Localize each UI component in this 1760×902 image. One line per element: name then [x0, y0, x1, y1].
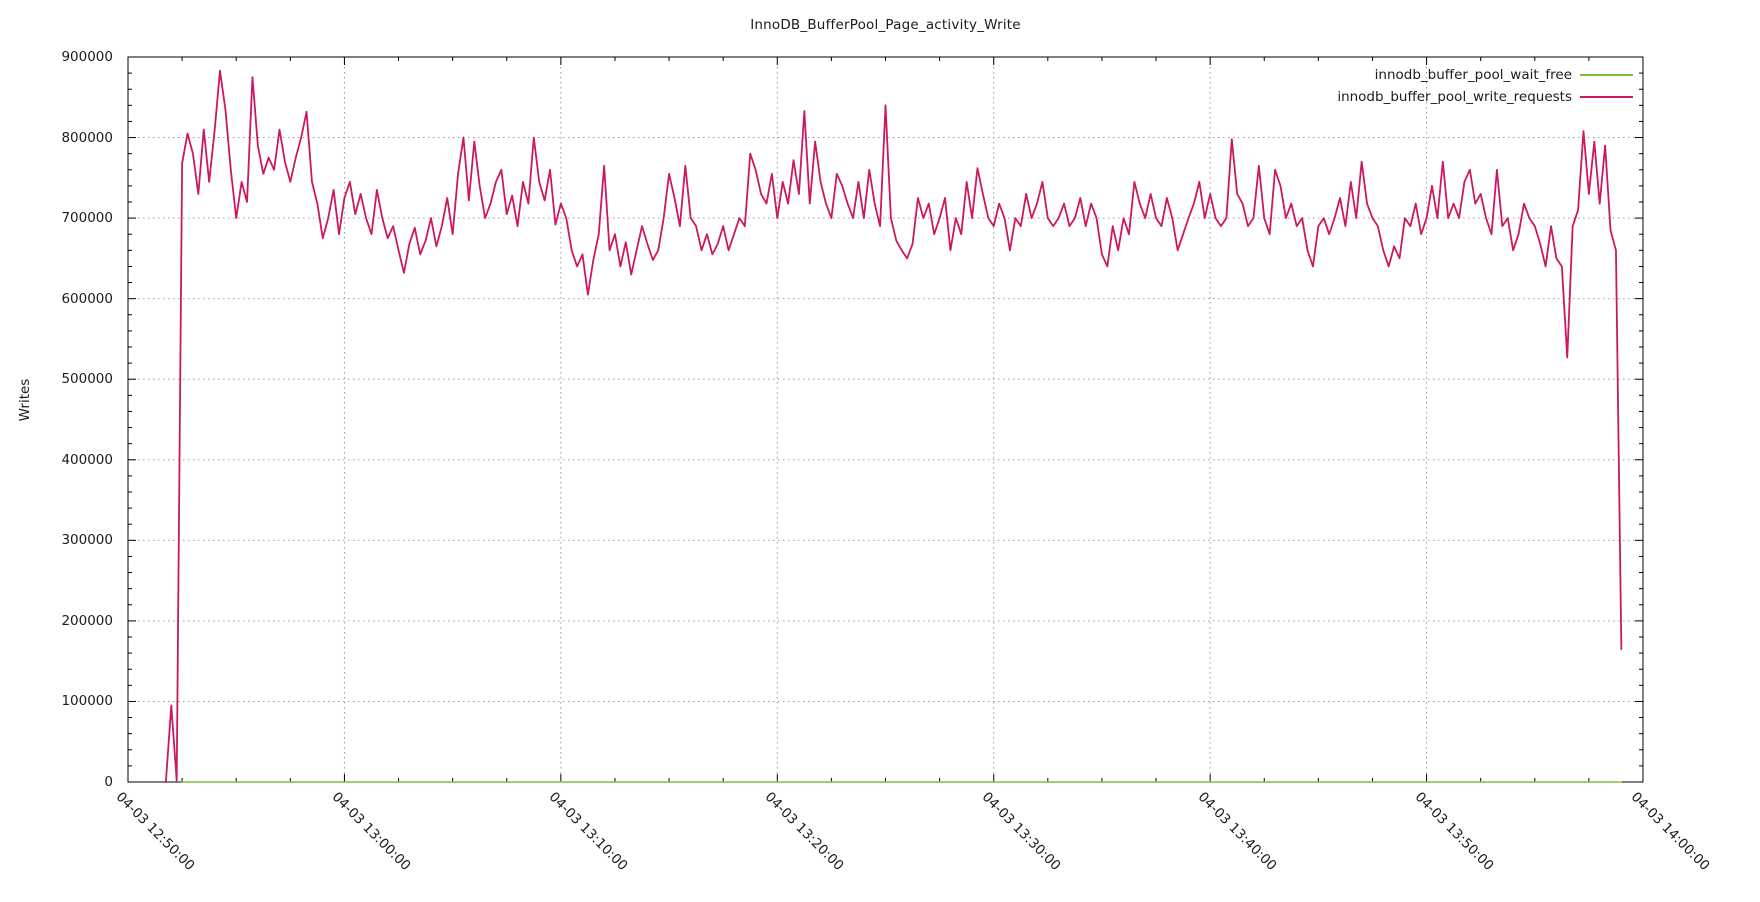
legend: innodb_buffer_pool_wait_free innodb_buff… [1337, 65, 1633, 107]
legend-item-wait-free: innodb_buffer_pool_wait_free [1375, 65, 1633, 85]
chart-title: InnoDB_BufferPool_Page_activity_Write [750, 17, 1021, 33]
legend-item-write-requests: innodb_buffer_pool_write_requests [1337, 87, 1633, 107]
legend-label-wait-free: innodb_buffer_pool_wait_free [1374, 67, 1572, 83]
legend-label-write-requests: innodb_buffer_pool_write_requests [1337, 89, 1572, 105]
legend-key-line-wait-free [1580, 74, 1633, 76]
y-axis-title: Writes [17, 378, 33, 422]
legend-key-line-write-requests [1580, 96, 1633, 98]
